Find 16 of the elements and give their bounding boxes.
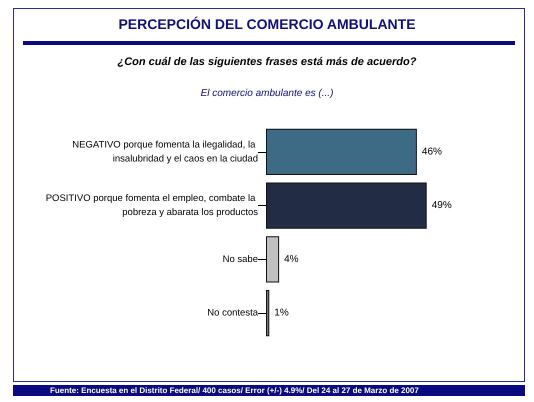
chart-subtitle: ¿Con cuál de las siguientes frases está más de acuerdo?: [116, 56, 418, 68]
data-label: 49%: [432, 200, 452, 212]
data-label: 46%: [422, 146, 442, 158]
y-tick-label: No sabe: [222, 254, 258, 265]
bar: [266, 290, 270, 336]
bar: [266, 128, 417, 175]
y-tick-label: No contesta: [207, 308, 259, 319]
data-label: 4%: [284, 254, 299, 265]
data-label: 1%: [274, 308, 289, 319]
bar: [266, 236, 280, 282]
bar: [266, 182, 427, 229]
text: El comercio ambulante es (...): [200, 88, 334, 99]
y-tick-label: NEGATIVO porque fomenta la ilegalidad, la insalubridad y el caos en la ciudad: [72, 139, 258, 164]
source-note: Fuente: Encuesta en el Distrito Federal/ 400 casos/ Error (+/-) 4.9%/ Del 24 al 27 de Marzo de 2007: [50, 385, 419, 396]
y-tick-label: POSITIVO porque fomenta el empleo, combate la pobreza y abarata los productos: [46, 193, 258, 218]
chart-title: PERCEPCIÓN DEL COMERCIO AMBULANTE: [117, 16, 417, 32]
